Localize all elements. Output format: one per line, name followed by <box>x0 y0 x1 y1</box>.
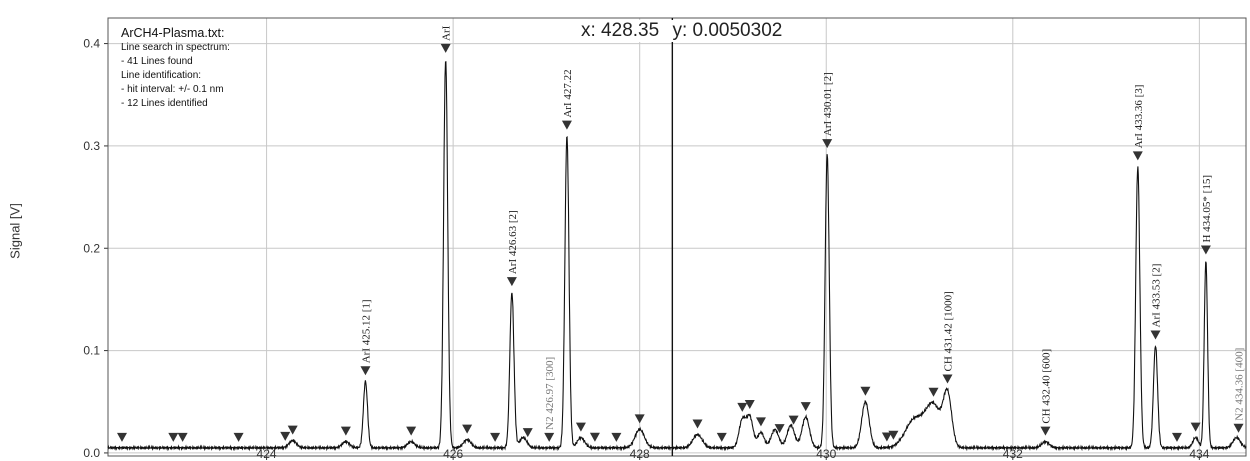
peak-marker <box>490 432 501 442</box>
grid <box>108 18 1246 456</box>
info-line: Line identification: <box>121 70 202 81</box>
x-tick-label: 432 <box>1003 447 1023 461</box>
peak-marker <box>737 402 748 412</box>
peak-label: CH 432.40 [600] <box>1040 349 1052 424</box>
peak-label: ArI 430.01 [2] <box>822 72 834 136</box>
peak-marker <box>1171 432 1182 442</box>
peak-marker <box>575 422 586 432</box>
peak-marker <box>788 415 799 425</box>
peak-marker <box>177 432 188 442</box>
peak-label: N2 434.36 [400] <box>1234 348 1246 421</box>
peak-marker <box>116 432 127 442</box>
peak-label: CH 431.42 [1000] <box>943 291 955 371</box>
info-line: Line search in spectrum: <box>121 42 230 53</box>
y-tick-label: 0.2 <box>83 241 100 255</box>
peak-marker <box>881 432 892 442</box>
peak-marker <box>1132 151 1143 161</box>
peak-label: ArI 427.22 <box>562 69 574 117</box>
peak-marker <box>522 428 533 438</box>
peak-marker <box>1200 245 1211 255</box>
spectrum-line <box>107 61 1247 452</box>
peak-marker <box>168 432 179 442</box>
info-line: - 41 Lines found <box>121 56 193 67</box>
x-tick-label: 426 <box>443 447 463 461</box>
tick-labels: 424 426 428 430 432 434 0.0 0.1 0.2 0.3 0.4 <box>83 37 1209 461</box>
x-tick-label: 434 <box>1189 447 1209 461</box>
cursor-x-value: x: 428.35 <box>581 20 660 41</box>
peak-marker <box>611 432 622 442</box>
peak-label: ArI 425.12 [1] <box>360 299 372 363</box>
peak-marker <box>1040 426 1051 436</box>
cursor-y-value: y: 0.0050302 <box>672 20 783 41</box>
info-line: - 12 Lines identified <box>121 98 208 109</box>
cursor-readout: x: 428.35 y: 0.0050302 <box>575 20 797 42</box>
info-line: - hit interval: +/- 0.1 nm <box>121 84 224 95</box>
peak-marker <box>692 419 703 429</box>
peak-marker <box>561 120 572 130</box>
peak-markers <box>116 43 1244 442</box>
x-tick-label: 424 <box>257 447 277 461</box>
peak-marker <box>860 386 871 396</box>
peak-marker <box>280 431 291 441</box>
peak-marker <box>942 374 953 384</box>
x-tick-label: 430 <box>816 447 836 461</box>
peak-marker <box>233 432 244 442</box>
peak-marker <box>589 432 600 442</box>
x-tick-label: 428 <box>630 447 650 461</box>
peak-label: N2 426.97 [300] <box>544 357 556 430</box>
peak-marker <box>800 402 811 412</box>
peak-marker <box>1190 422 1201 432</box>
peak-marker <box>822 139 833 149</box>
peak-marker <box>1150 330 1161 340</box>
peak-marker <box>888 430 899 440</box>
peak-marker <box>928 387 939 397</box>
peak-marker <box>340 426 351 436</box>
peak-marker <box>406 426 417 436</box>
peak-marker <box>506 277 517 287</box>
peak-marker <box>544 432 555 442</box>
y-tick-label: 0.3 <box>83 139 100 153</box>
peak-marker <box>716 432 727 442</box>
peak-marker <box>440 43 451 53</box>
peak-marker <box>755 417 766 427</box>
axes <box>104 17 1247 460</box>
peak-marker <box>634 414 645 424</box>
peak-marker <box>462 424 473 434</box>
info-title: ArCH4-Plasma.txt: <box>121 26 225 40</box>
peak-label: ArI <box>441 25 453 41</box>
peak-marker <box>774 424 785 434</box>
y-tick-label: 0.1 <box>83 344 100 358</box>
y-tick-label: 0.4 <box>83 37 100 51</box>
peak-marker <box>287 425 298 435</box>
peak-marker <box>360 366 371 376</box>
peak-marker <box>1233 423 1244 433</box>
peak-label: ArI 426.63 [2] <box>507 210 519 274</box>
peak-marker <box>744 400 755 410</box>
peak-label: H 434.05* [15] <box>1201 175 1213 243</box>
peak-label: ArI 433.53 [2] <box>1151 264 1163 328</box>
plot-frame <box>107 17 1247 457</box>
peak-label: ArI 433.36 [3] <box>1133 85 1145 149</box>
info-box: ArCH4-Plasma.txt: Line search in spectru… <box>121 26 230 111</box>
peak-labels: ArI 425.12 [1] ArI ArI 426.63 [2] N2 426.97… <box>360 25 1245 429</box>
y-tick-label: 0.0 <box>83 446 100 460</box>
